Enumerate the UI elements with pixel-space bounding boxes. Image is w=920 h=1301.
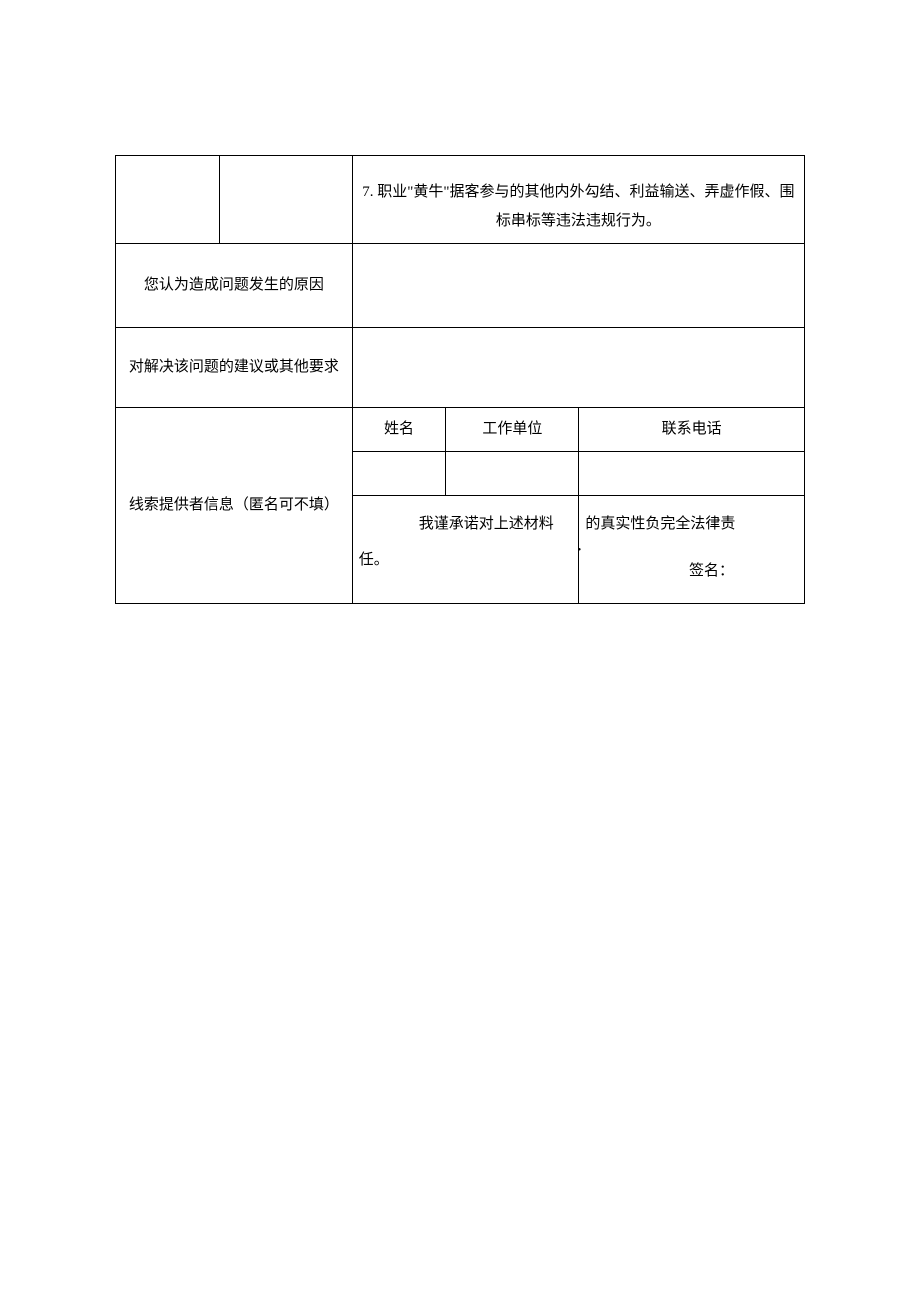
table-row: 7. 职业"黄牛"据客参与的其他内外勾结、利益输送、弄虚作假、围标串标等违法违规… bbox=[116, 156, 805, 244]
cell-header-name: 姓名 bbox=[352, 408, 446, 452]
form-table: 7. 职业"黄牛"据客参与的其他内外勾结、利益输送、弄虚作假、围标串标等违法违规… bbox=[115, 155, 805, 604]
cell-commitment-left: 我谨承诺对上述材料 任。 bbox=[352, 496, 579, 604]
cell-blank-2 bbox=[219, 156, 352, 244]
cell-suggestion-value bbox=[352, 328, 804, 408]
cell-blank-1 bbox=[116, 156, 220, 244]
provider-label: 线索提供者信息（匿名可不填） bbox=[129, 497, 339, 513]
cell-provider-label: 线索提供者信息（匿名可不填） bbox=[116, 408, 353, 604]
cell-suggestion-label: 对解决该问题的建议或其他要求 bbox=[116, 328, 353, 408]
commitment-suffix: 任。 bbox=[359, 552, 389, 568]
table-row: 对解决该问题的建议或其他要求 bbox=[116, 328, 805, 408]
signature-label: 签名： bbox=[689, 553, 734, 589]
header-unit: 工作单位 bbox=[482, 421, 542, 437]
cell-value-phone bbox=[579, 452, 805, 496]
cell-reason-label: 您认为造成问题发生的原因 bbox=[116, 244, 353, 328]
table-row: 您认为造成问题发生的原因 bbox=[116, 244, 805, 328]
cell-item-7-text: 7. 职业"黄牛"据客参与的其他内外勾结、利益输送、弄虚作假、围标串标等违法违规… bbox=[352, 156, 804, 244]
table-row: 线索提供者信息（匿名可不填） 姓名 工作单位 联系电话 bbox=[116, 408, 805, 452]
reason-label: 您认为造成问题发生的原因 bbox=[144, 277, 324, 293]
header-name: 姓名 bbox=[384, 421, 414, 437]
commitment-left-text: 我谨承诺对上述材料 bbox=[359, 516, 554, 532]
commitment-right-text: 的真实性负完全法律责 bbox=[585, 516, 735, 532]
cell-commitment-right: • 的真实性负完全法律责 签名： bbox=[579, 496, 805, 604]
suggestion-label: 对解决该问题的建议或其他要求 bbox=[129, 359, 339, 375]
header-phone: 联系电话 bbox=[662, 421, 722, 437]
item-7-text: 7. 职业"黄牛"据客参与的其他内外勾结、利益输送、弄虚作假、围标串标等违法违规… bbox=[362, 184, 794, 229]
bullet-icon: • bbox=[577, 536, 581, 562]
cell-header-unit: 工作单位 bbox=[446, 408, 579, 452]
cell-reason-value bbox=[352, 244, 804, 328]
cell-header-phone: 联系电话 bbox=[579, 408, 805, 452]
cell-value-unit bbox=[446, 452, 579, 496]
cell-value-name bbox=[352, 452, 446, 496]
